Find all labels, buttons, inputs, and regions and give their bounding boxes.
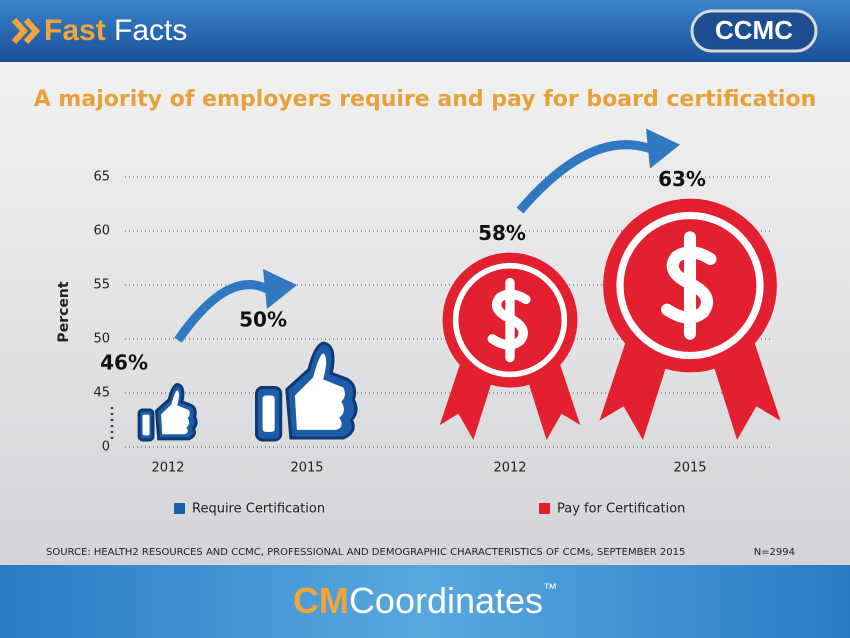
y-axis-label: Percent	[56, 281, 72, 342]
value-label: 46%	[100, 351, 148, 375]
footer-bar	[0, 565, 850, 638]
x-tick-label: 2015	[673, 461, 706, 476]
y-tick-label: 0	[102, 440, 110, 455]
dollar-sign	[661, 231, 717, 340]
x-tick-label: 2012	[493, 461, 526, 476]
source: SOURCE: HEALTH2 RESOURCES AND CCMC, PROF…	[46, 547, 685, 558]
value-label: 50%	[239, 308, 287, 332]
dollar-sign	[487, 277, 531, 363]
value-label: 63%	[658, 167, 706, 191]
header-section: Facts	[114, 14, 187, 47]
chart-title: A majority of employers require and pay …	[34, 87, 817, 112]
thumb-cuff-highlight	[142, 414, 150, 436]
note: N=2994	[754, 547, 795, 558]
y-tick-label: 60	[93, 224, 110, 239]
logo: CCMC	[715, 15, 793, 45]
trend-arrow	[174, 280, 270, 343]
legend-swatch	[174, 503, 185, 514]
thumb-highlight	[294, 353, 345, 430]
trend-arrow	[516, 140, 652, 214]
thumb-icon	[254, 341, 358, 442]
logo-badge	[690, 9, 818, 53]
legend-label: Pay for Certification	[557, 502, 685, 517]
y-tick-label: 50	[93, 332, 110, 347]
thumb-icon	[137, 382, 198, 442]
chevron-icon	[11, 17, 41, 45]
x-tick-label: 2015	[290, 461, 323, 476]
footer-brand: CMCoordinates™	[293, 580, 557, 621]
trend-arrowhead	[263, 269, 297, 309]
thumb-highlight	[161, 390, 190, 435]
footer-bold: CM	[293, 580, 349, 621]
y-tick-label: 45	[93, 386, 110, 401]
y-tick-label: 55	[93, 278, 110, 293]
legend-swatch	[539, 503, 550, 514]
trend-arrowhead	[646, 128, 680, 169]
footer-name: Coordinates	[349, 580, 543, 621]
legend-label: Require Certification	[192, 502, 325, 517]
plot: 0 45 50 55 60 65 2012 46% 2015 50% Require Certifi…	[93, 128, 781, 517]
medal-ring	[452, 262, 568, 378]
header-bold: Fast	[44, 14, 106, 47]
trademark: ™	[543, 580, 557, 596]
header-title: Fast Facts	[44, 14, 187, 47]
y-tick-label: 65	[93, 170, 110, 185]
x-tick-label: 2012	[151, 461, 184, 476]
ribbon-icon	[439, 252, 581, 440]
value-label: 58%	[478, 221, 526, 245]
ribbon-icon	[599, 198, 781, 440]
medal-ring	[616, 211, 764, 360]
thumb-cuff-highlight	[262, 395, 275, 432]
